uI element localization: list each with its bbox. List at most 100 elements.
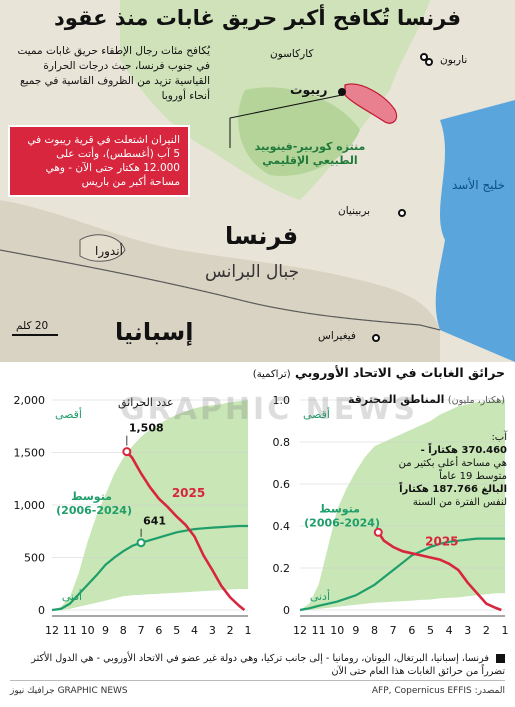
chart2-label-avg: متوسط <box>319 503 360 516</box>
label-france: فرنسا <box>225 222 299 250</box>
chart2-label-avg-years: (2006-2024) <box>304 517 380 530</box>
chart2-title-unit: (هكتار، مليون) <box>447 395 505 406</box>
chart1-xtick-5: 6 <box>155 624 162 637</box>
dot-perpignan <box>398 209 406 217</box>
chart1-label-avg-years: (2006-2024) <box>56 504 132 517</box>
note-v2: البالغ 187.766 هكتاراً <box>392 483 507 496</box>
chart2-xtick-4: 5 <box>427 624 434 637</box>
label-ribaute: ريبوت <box>290 82 328 97</box>
chart1-2025-line <box>125 450 246 612</box>
chart2-2025-line <box>377 531 502 612</box>
fire-area <box>344 83 398 124</box>
scale-label: 20 كلم <box>16 320 49 332</box>
chart2-xtick-9: 10 <box>330 624 344 637</box>
label-perpignan: بربينيان <box>338 205 371 217</box>
chart2-label-2025: 2025 <box>425 534 458 548</box>
note-v2-value: البالغ 187.766 هكتاراً <box>399 484 507 495</box>
chart1-xtick-0: 1 <box>245 624 252 637</box>
chart1-ytick-1: 500 <box>24 552 45 565</box>
park-core <box>238 87 360 176</box>
chart1-2025-marker <box>122 447 132 457</box>
label-park: منتزه كوربير-فينوييد الطبيعي الإقليمي <box>254 140 366 167</box>
chart1-label-min: أدنى <box>62 589 82 603</box>
chart2-label-max: أقصى <box>303 407 330 421</box>
chart1-xtick-8: 9 <box>102 624 109 637</box>
dot-narbonne <box>425 58 433 66</box>
label-pyrenees: جبال البرانس <box>205 262 300 282</box>
label-andorra: أندورا <box>95 244 123 258</box>
chart2-xtick-2: 3 <box>464 624 471 637</box>
chart1-xtick-3: 4 <box>191 624 198 637</box>
chart2-ytick-2: 0.4 <box>273 520 291 533</box>
dot-ribaute <box>338 88 346 96</box>
chart2-ytick-4: 0.8 <box>273 436 291 449</box>
fire-callout: النيران اشتعلت في قرية ريبوت في 5 آب (أغ… <box>8 125 190 197</box>
section-title-text: حرائق الغابات في الاتحاد الأوروبي <box>294 365 505 380</box>
label-carcassonne: كاركاسون <box>270 48 314 60</box>
chart1-avg-marker <box>136 538 146 548</box>
footnote-square-icon <box>496 653 505 663</box>
footer-rule <box>10 680 505 681</box>
chart2-note: آب: 370.460 هكتاراً - هي مساحة أعلى بكثي… <box>392 431 507 509</box>
label-gulf: خليج الأسد <box>452 178 506 192</box>
chart1-label-max: أقصى <box>55 407 82 421</box>
chart1-ytick-4: 2,000 <box>14 394 46 407</box>
chart1-avg-line <box>51 524 248 612</box>
chart1-xtick-6: 7 <box>138 624 145 637</box>
chart2-2025-marker <box>373 527 383 537</box>
chart2-title: (هكتار، مليون) المناطق المحترقة <box>348 393 505 406</box>
chart1-label-avg: متوسط <box>71 490 112 503</box>
chart1-xtick-9: 10 <box>81 624 95 637</box>
chart2-label-min: أدنى <box>310 589 330 603</box>
label-narbonne: ناربون <box>440 54 468 66</box>
footnote: فرنسا، إسبانيا، البرتغال، اليونان، رومان… <box>10 652 505 678</box>
sea-gulf <box>435 100 515 362</box>
section-title: حرائق الغابات في الاتحاد الأوروبي (تراكم… <box>253 365 505 380</box>
chart1-xtick-2: 3 <box>209 624 216 637</box>
callout-leader <box>229 94 343 148</box>
source: المصدر: AFP, Copernicus EFFIS <box>371 686 505 696</box>
chart1-xtick-10: 11 <box>63 624 77 637</box>
chart2-xtick-5: 6 <box>408 624 415 637</box>
footnote-text: فرنسا، إسبانيا، البرتغال، اليونان، رومان… <box>31 653 505 677</box>
label-spain: إسبانيا <box>115 318 194 346</box>
chart2-ytick-5: 1.0 <box>273 394 291 407</box>
section-subtitle: (تراكمية) <box>252 369 291 380</box>
chart1-label-2025: 2025 <box>172 486 205 500</box>
chart1-xtick-7: 8 <box>120 624 127 637</box>
chart2-ytick-3: 0.6 <box>273 478 291 491</box>
chart2-title-text: المناطق المحترقة <box>347 393 445 406</box>
note-t2: لنفس الفترة من السنة <box>412 497 507 508</box>
chart1-xtick-11: 12 <box>45 624 59 637</box>
intro-text: يُكافح مئات رجال الإطفاء حريق غابات مميت… <box>17 45 210 102</box>
dot-carcassonne <box>420 53 428 61</box>
chart1-ann-2025: 1,508 <box>129 422 164 435</box>
chart1-title: عدد الحرائق <box>118 396 174 409</box>
watermark: GRAPHIC NEWS <box>120 392 418 427</box>
chart2-xtick-11: 12 <box>293 624 307 637</box>
chart2-xtick-0: 1 <box>502 624 509 637</box>
page-title: فرنسا تُكافح أكبر حريق غابات منذ عقود <box>54 6 461 30</box>
chart2-ytick-1: 0.2 <box>273 562 291 575</box>
chart1-xtick-1: 2 <box>227 624 234 637</box>
charts: 05001,0001,5002,000123456789101112أقصىأد… <box>14 394 509 637</box>
chart1-ytick-0: 0 <box>38 604 45 617</box>
andorra-shape <box>79 234 126 262</box>
dot-figueres <box>372 334 380 342</box>
note-t1: هي مساحة أعلى بكثير من متوسط 19 عاماً <box>398 458 507 482</box>
chart2-ytick-0: 0 <box>283 604 290 617</box>
chart2-xtick-6: 7 <box>390 624 397 637</box>
note-v1-value: 370.460 هكتاراً - <box>420 445 507 456</box>
label-figueres: فيغيراس <box>318 330 356 342</box>
chart1-ann-avg: 641 <box>143 515 166 528</box>
chart2-band <box>300 400 505 610</box>
chart2-xtick-10: 11 <box>312 624 326 637</box>
chart2-avg-line <box>299 537 505 612</box>
chart1-xtick-4: 5 <box>173 624 180 637</box>
note-v1: 370.460 هكتاراً - <box>392 444 507 457</box>
note-month: آب: <box>491 432 507 443</box>
chart1-ytick-3: 1,500 <box>14 447 46 460</box>
chart2-xtick-3: 4 <box>446 624 453 637</box>
chart2-xtick-1: 2 <box>483 624 490 637</box>
border-line <box>0 249 441 331</box>
